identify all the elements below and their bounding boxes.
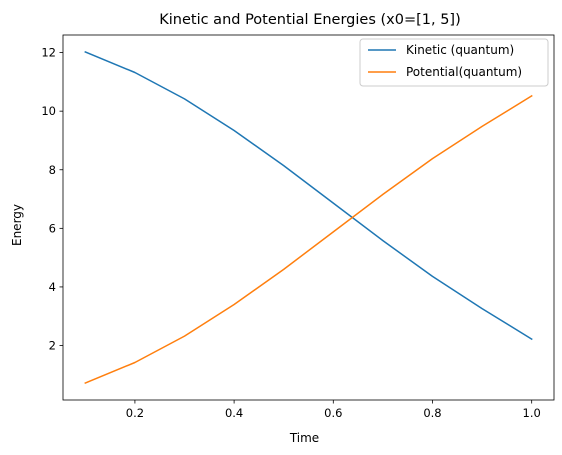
y-tick-label: 8 — [49, 163, 56, 177]
x-tick-label: 0.6 — [324, 406, 342, 420]
y-tick-label: 6 — [49, 221, 56, 235]
plot-area: 0.2 0.4 0.6 0.8 1.0 2 4 6 8 10 12 Kinetic (quantum)… — [41, 34, 555, 420]
x-tick-label: 0.2 — [126, 406, 144, 420]
series-line-0 — [84, 51, 533, 341]
legend-frame — [359, 38, 549, 87]
y-tick-label: 4 — [49, 280, 56, 294]
legend-label-0: Kinetic (quantum) — [406, 43, 514, 57]
x-tick-label: 0.8 — [423, 406, 441, 420]
legend-label-1: Potential(quantum) — [406, 65, 522, 79]
y-axis-label: Energy — [10, 204, 24, 246]
x-tick-label: 1.0 — [523, 406, 541, 420]
axes-frame — [62, 34, 555, 401]
y-tick-label: 10 — [41, 104, 56, 118]
chart-title: Kinetic and Potential Energies (x0=[1, 5… — [159, 12, 461, 28]
x-axis-label: Time — [289, 431, 319, 445]
legend: Kinetic (quantum) Potential(quantum) — [359, 38, 549, 87]
y-tick-label: 12 — [41, 46, 56, 60]
x-tick-label: 0.4 — [225, 406, 243, 420]
series-line-1 — [84, 94, 533, 384]
y-tick-label: 2 — [49, 339, 56, 353]
